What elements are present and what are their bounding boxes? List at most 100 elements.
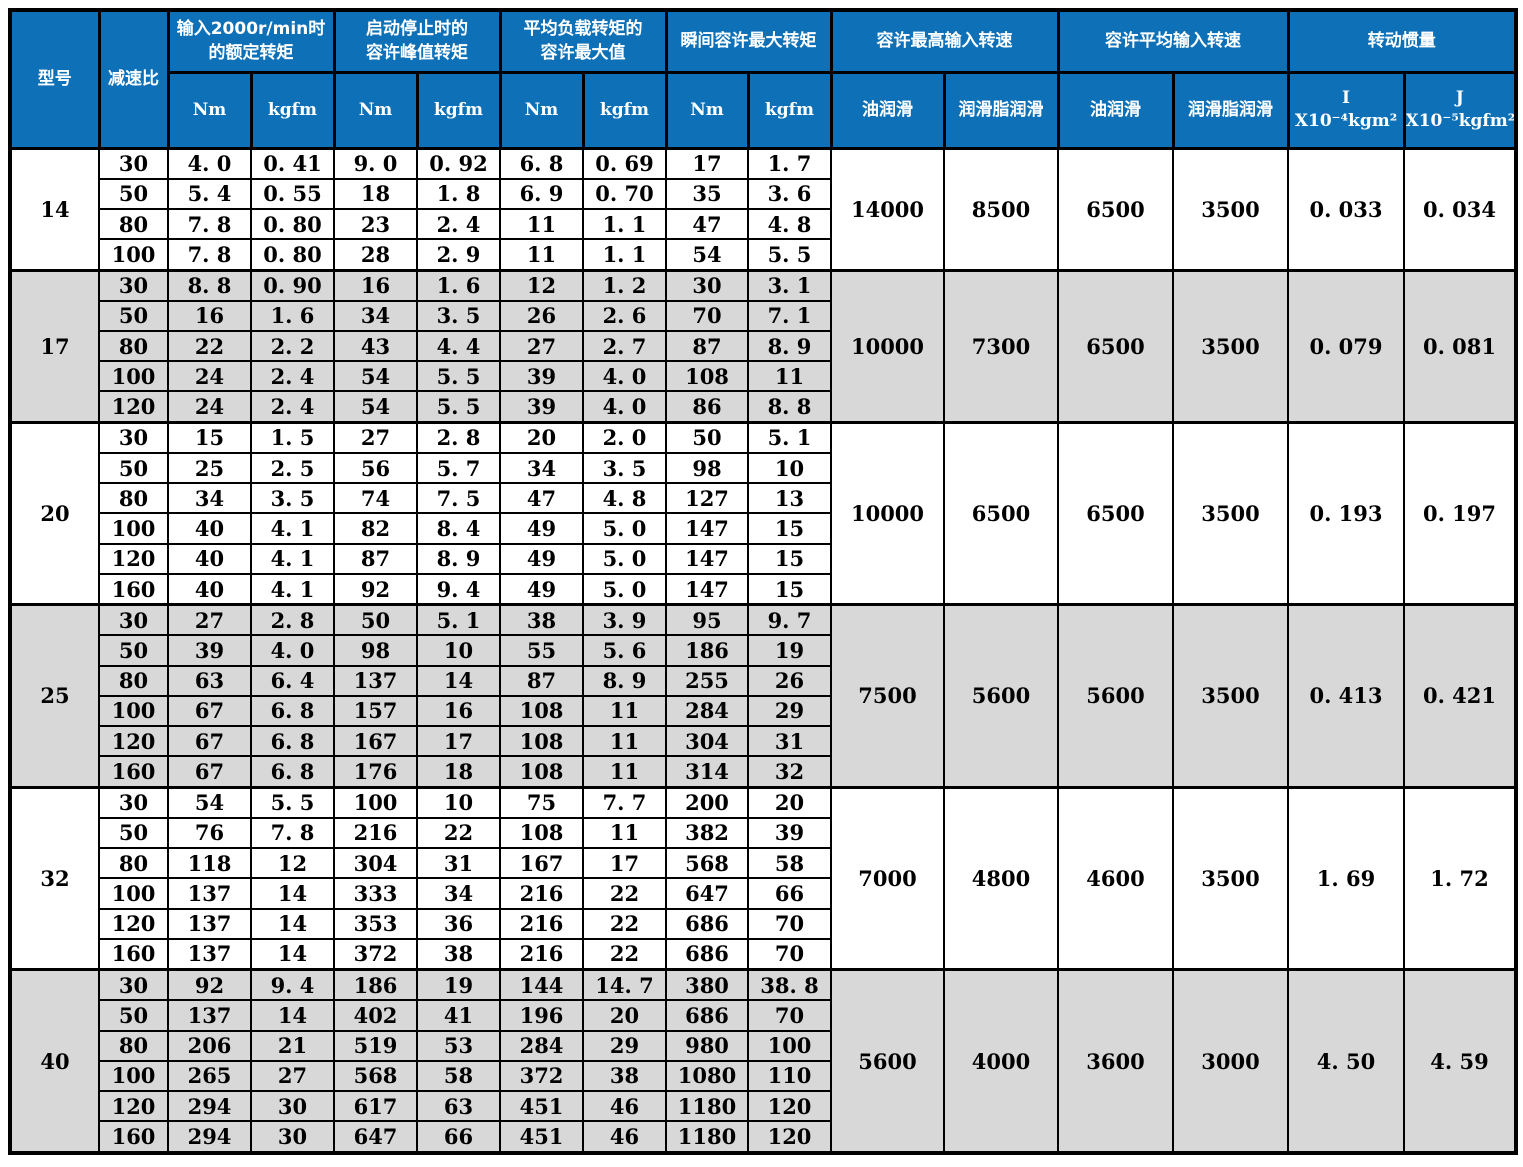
value-cell: 1. 2 (582, 268, 667, 302)
ratio-cell: 80 (98, 1029, 169, 1062)
value-cell: 19 (416, 968, 501, 1002)
value-cell: 87 (499, 664, 584, 697)
ratio-cell: 50 (98, 634, 169, 667)
value-cell: 75 (499, 785, 584, 819)
value-cell: 8. 8 (747, 390, 832, 424)
value-cell: 6. 4 (250, 664, 335, 697)
value-cell: 11 (582, 755, 667, 789)
value-cell: 2. 4 (250, 360, 335, 393)
value-cell: 9. 4 (416, 572, 501, 606)
value-cell: 3. 1 (747, 268, 832, 302)
speed-cell: 5600 (943, 603, 1059, 789)
speed-cell: 3000 (1172, 968, 1289, 1155)
value-cell: 92 (167, 968, 252, 1002)
value-cell: 11 (582, 694, 667, 728)
value-cell: 12 (250, 847, 335, 880)
value-cell: 5. 5 (250, 785, 335, 819)
value-cell: 294 (167, 1089, 252, 1123)
speed-cell: 8500 (943, 146, 1059, 271)
header-sub-6-0: I X10⁻⁴kgm² (1286, 70, 1406, 150)
ratio-cell: 160 (98, 572, 169, 606)
value-cell: 24 (167, 390, 252, 424)
header-group-0: 输入2000r/min时 的额定转矩 (166, 8, 336, 74)
value-cell: 30 (250, 1089, 335, 1123)
value-cell: 9. 0 (333, 146, 418, 180)
value-cell: 39 (499, 360, 584, 393)
value-cell: 9. 7 (747, 603, 832, 637)
value-cell: 22 (582, 937, 667, 971)
value-cell: 137 (167, 877, 252, 910)
value-cell: 16 (333, 268, 418, 302)
ratio-cell: 160 (98, 755, 169, 789)
value-cell: 127 (665, 482, 749, 515)
inertia-cell: 1. 69 (1287, 785, 1405, 971)
value-cell: 31 (747, 725, 832, 758)
speed-cell: 3500 (1172, 146, 1289, 271)
value-cell: 50 (665, 420, 749, 454)
value-cell: 13 (747, 482, 832, 515)
value-cell: 76 (167, 816, 252, 850)
speed-cell: 6500 (1057, 420, 1174, 606)
ratio-cell: 100 (98, 1059, 169, 1092)
value-cell: 28 (333, 238, 418, 271)
value-cell: 147 (665, 542, 749, 575)
value-cell: 39 (747, 816, 832, 850)
value-cell: 67 (167, 725, 252, 758)
value-cell: 7. 5 (416, 482, 501, 515)
header-sub-6-1: J X10⁻⁵kgfm² (1402, 70, 1518, 150)
ratio-cell: 30 (98, 146, 169, 180)
header-group-5: 容许平均输入转速 (1056, 8, 1290, 74)
value-cell: 11 (582, 816, 667, 850)
value-cell: 333 (333, 877, 418, 910)
value-cell: 3. 5 (582, 451, 667, 485)
value-cell: 1. 1 (582, 238, 667, 271)
value-cell: 108 (499, 725, 584, 758)
value-cell: 11 (747, 360, 832, 393)
speed-cell: 5600 (1057, 603, 1174, 789)
value-cell: 314 (665, 755, 749, 789)
value-cell: 70 (665, 299, 749, 333)
inertia-cell: 4. 59 (1403, 968, 1517, 1155)
value-cell: 284 (665, 694, 749, 728)
value-cell: 372 (499, 1059, 584, 1092)
value-cell: 22 (582, 907, 667, 940)
value-cell: 22 (582, 877, 667, 910)
ratio-cell: 50 (98, 299, 169, 333)
value-cell: 1180 (665, 1089, 749, 1123)
value-cell: 34 (333, 299, 418, 333)
value-cell: 46 (582, 1120, 667, 1154)
value-cell: 22 (416, 816, 501, 850)
value-cell: 304 (333, 847, 418, 880)
value-cell: 8. 9 (582, 664, 667, 697)
value-cell: 1. 7 (747, 146, 832, 180)
value-cell: 7. 8 (167, 207, 252, 241)
header-sub-1-0: Nm (332, 70, 419, 150)
inertia-cell: 0. 079 (1287, 268, 1405, 424)
value-cell: 18 (333, 177, 418, 211)
value-cell: 176 (333, 755, 418, 789)
value-cell: 137 (167, 999, 252, 1032)
value-cell: 304 (665, 725, 749, 758)
value-cell: 14 (416, 664, 501, 697)
value-cell: 216 (499, 937, 584, 971)
value-cell: 5. 1 (416, 603, 501, 637)
value-cell: 10 (416, 634, 501, 667)
value-cell: 686 (665, 907, 749, 940)
value-cell: 11 (582, 725, 667, 758)
value-cell: 137 (333, 664, 418, 697)
speed-cell: 10000 (830, 420, 945, 606)
value-cell: 29 (747, 694, 832, 728)
ratio-cell: 160 (98, 937, 169, 971)
header-sub-1-1: kgfm (415, 70, 502, 150)
value-cell: 27 (250, 1059, 335, 1092)
header-ratio: 减速比 (97, 8, 170, 150)
value-cell: 5. 5 (416, 360, 501, 393)
speed-cell: 3500 (1172, 420, 1289, 606)
value-cell: 0. 69 (582, 146, 667, 180)
value-cell: 5. 1 (747, 420, 832, 454)
value-cell: 120 (747, 1120, 832, 1154)
speed-cell: 6500 (943, 420, 1059, 606)
value-cell: 58 (416, 1059, 501, 1092)
value-cell: 20 (582, 999, 667, 1032)
